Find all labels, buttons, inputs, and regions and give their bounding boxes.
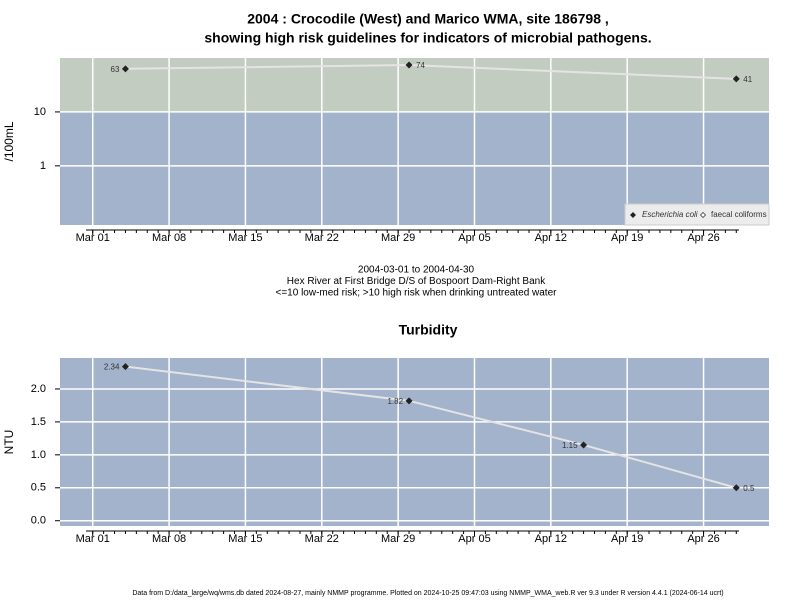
x-tick-label: Apr 19	[611, 232, 643, 244]
x-tick-label: Mar 29	[381, 533, 415, 545]
data-point	[405, 397, 413, 405]
chart-title: Turbidity	[399, 322, 458, 338]
x-tick-label: Apr 12	[535, 232, 567, 244]
high-risk-zone	[60, 58, 769, 112]
y-tick-label: 1	[40, 160, 46, 172]
data-point	[732, 484, 740, 492]
data-point	[121, 65, 129, 73]
data-point	[580, 441, 588, 449]
data-point	[732, 75, 740, 83]
y-axis-label: /100mL	[2, 121, 16, 161]
x-tick-label: Mar 01	[76, 232, 110, 244]
x-tick-label: Mar 08	[152, 232, 186, 244]
legend-box	[624, 203, 770, 226]
caption: 2004-03-01 to 2004-04-30	[358, 265, 475, 276]
caption: <=10 low-med risk; >10 high risk when dr…	[276, 288, 558, 299]
data-label: 63	[111, 65, 120, 74]
y-tick-label: 1.5	[31, 416, 46, 428]
chart-title: showing high risk guidelines for indicat…	[204, 30, 651, 46]
caption: Hex River at First Bridge D/S of Bospoor…	[287, 276, 546, 287]
x-tick-label: Apr 05	[458, 232, 490, 244]
x-tick-label: Apr 12	[535, 533, 567, 545]
legend-label: Escherichia coli	[642, 210, 698, 219]
data-label: 1.15	[562, 441, 578, 450]
x-tick-label: Mar 22	[305, 533, 339, 545]
data-point	[405, 61, 413, 69]
x-tick-label: Mar 29	[381, 232, 415, 244]
data-label: 1.82	[387, 397, 403, 406]
y-axis-label: NTU	[2, 430, 16, 455]
footer: Data from D:/data_large/wq/wms.db dated …	[132, 590, 723, 597]
data-label: 2.34	[104, 363, 120, 372]
data-label: 74	[416, 61, 425, 70]
y-tick-label: 1.0	[31, 449, 46, 461]
y-tick-label: 0.5	[31, 482, 46, 494]
data-label: 0.5	[743, 484, 755, 493]
legend-marker	[630, 212, 636, 218]
x-tick-label: Apr 19	[611, 533, 643, 545]
y-tick-label: 2.0	[31, 383, 46, 395]
legend-label: faecal coliforms	[711, 210, 767, 219]
x-tick-label: Mar 15	[228, 232, 262, 244]
x-tick-label: Mar 08	[152, 533, 186, 545]
data-label: 41	[743, 75, 752, 84]
x-tick-label: Apr 26	[687, 232, 719, 244]
x-tick-label: Mar 22	[305, 232, 339, 244]
x-tick-label: Mar 01	[76, 533, 110, 545]
x-tick-label: Mar 15	[228, 533, 262, 545]
data-point	[121, 363, 129, 371]
y-tick-label: 0.0	[31, 515, 46, 527]
y-tick-label: 10	[34, 106, 46, 118]
x-tick-label: Apr 05	[458, 533, 490, 545]
legend-marker	[700, 212, 706, 218]
chart-title: 2004 : Crocodile (West) and Marico WMA, …	[247, 11, 609, 27]
series-line	[125, 365, 737, 489]
plot-background	[60, 358, 769, 526]
x-tick-label: Apr 26	[687, 533, 719, 545]
